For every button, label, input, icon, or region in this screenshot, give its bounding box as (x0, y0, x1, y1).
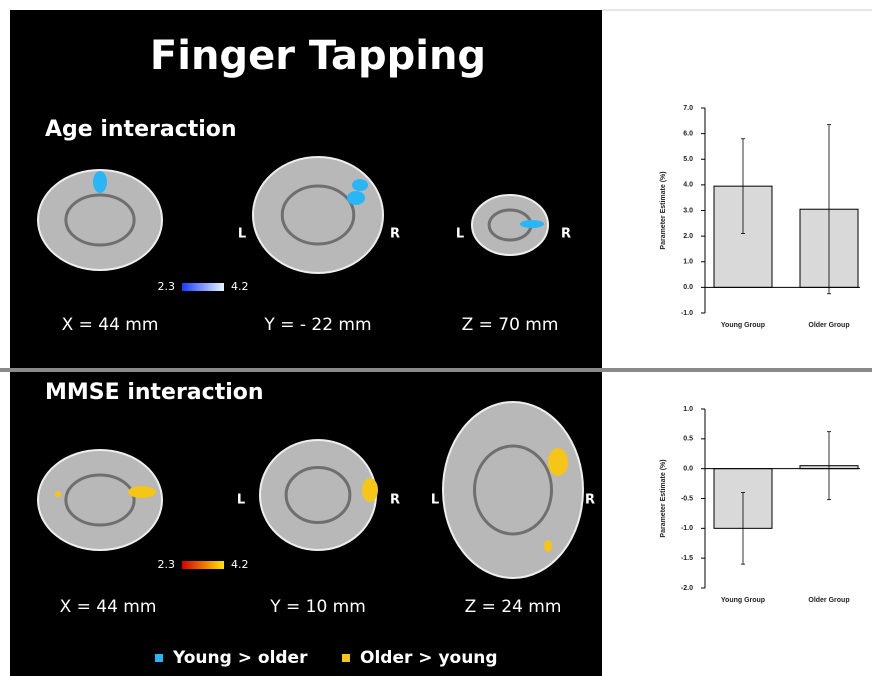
view-label: Z = 24 mm (465, 597, 562, 617)
y-tick-label: 1.0 (683, 406, 693, 413)
y-tick-label: -1.0 (681, 525, 693, 532)
y-tick-label: 4.0 (683, 182, 693, 189)
x-tick-label: Older Group (808, 322, 849, 329)
y-tick-label: 5.0 (683, 156, 693, 163)
divider (0, 368, 872, 372)
x-tick-label: Older Group (808, 597, 849, 604)
y-tick-label: 1.0 (683, 259, 693, 266)
side-label: L (456, 227, 464, 242)
side-label: L (238, 227, 246, 242)
y-axis-label: Parameter Estimate (%) (660, 459, 667, 537)
x-tick-label: Young Group (721, 597, 765, 604)
activation (362, 478, 378, 502)
colorbar-max: 4.2 (231, 558, 249, 571)
view-label: Y = 10 mm (269, 597, 366, 617)
y-tick-label: 0.5 (683, 436, 693, 443)
activation (548, 448, 568, 476)
legend-swatch (342, 654, 350, 662)
side-label: R (561, 227, 571, 242)
y-tick-label: 3.0 (683, 207, 693, 214)
y-tick-label: -2.0 (681, 585, 693, 592)
side-label: R (390, 493, 400, 508)
y-tick-label: 0.0 (683, 284, 693, 291)
activation (544, 540, 552, 552)
side-label: L (237, 493, 245, 508)
activation (128, 486, 156, 498)
legend-swatch (155, 654, 163, 662)
colorbar-max: 4.2 (231, 280, 249, 293)
brain-slice (260, 440, 376, 550)
x-tick-label: Young Group (721, 322, 765, 329)
activation (347, 191, 365, 205)
y-tick-label: -1.0 (681, 310, 693, 317)
activation (352, 179, 368, 191)
y-tick-label: 6.0 (683, 130, 693, 137)
colorbar-min: 2.3 (158, 280, 176, 293)
y-tick-label: -1.5 (681, 555, 693, 562)
activation (55, 491, 61, 497)
activation (93, 171, 107, 193)
figure: Finger Tapping Age interaction X = 44 mm Y… (0, 0, 872, 676)
title: Finger Tapping (150, 33, 486, 79)
y-axis-label: Parameter Estimate (%) (660, 171, 667, 249)
brain-slice (38, 450, 162, 550)
view-label: Y = - 22 mm (263, 315, 371, 335)
side-label: R (390, 227, 400, 242)
colorbar (182, 561, 224, 569)
y-tick-label: -0.5 (681, 495, 693, 502)
brain-slice (253, 157, 383, 273)
activation (520, 220, 544, 228)
panel-heading: Age interaction (45, 117, 237, 142)
y-tick-label: 0.0 (683, 466, 693, 473)
y-tick-label: 7.0 (683, 105, 693, 112)
side-label: R (585, 493, 595, 508)
y-tick-label: 2.0 (683, 233, 693, 240)
colorbar-min: 2.3 (158, 558, 176, 571)
brain-slice (443, 402, 583, 578)
view-label: Z = 70 mm (462, 315, 559, 335)
panel-heading: MMSE interaction (45, 380, 264, 405)
view-label: X = 44 mm (62, 315, 159, 335)
view-label: X = 44 mm (60, 597, 157, 617)
colorbar (182, 283, 224, 291)
legend-label: Older > young (360, 648, 498, 668)
legend-label: Young > older (172, 648, 308, 668)
side-label: L (431, 493, 439, 508)
